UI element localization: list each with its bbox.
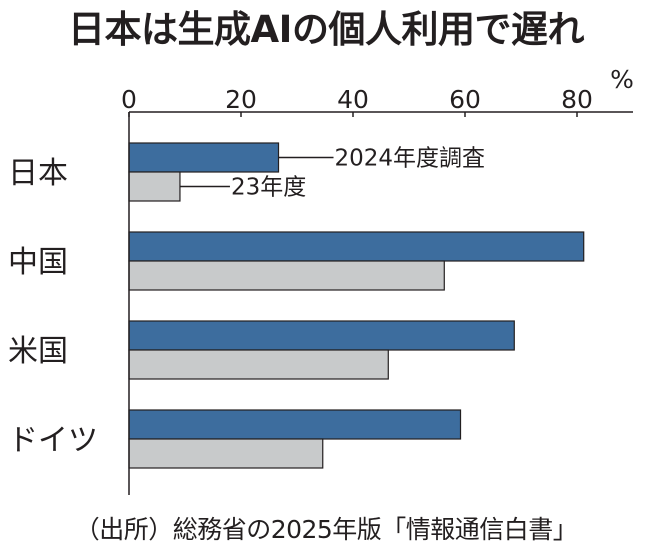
chart-title: 日本は生成AIの個人利用で遅れ xyxy=(68,8,584,51)
category-label: 日本 xyxy=(8,156,68,191)
unit-label: % xyxy=(610,65,634,94)
bar-23 xyxy=(128,260,445,291)
annotation-2024: 2024年度調査 xyxy=(335,146,486,172)
bar-23 xyxy=(128,349,389,380)
axes xyxy=(128,111,633,495)
x-tick-label: 0 xyxy=(121,85,137,114)
category-label: ドイツ xyxy=(8,423,98,458)
x-tick-label: 60 xyxy=(449,85,481,114)
category-label: 中国 xyxy=(8,245,68,280)
bar-2024 xyxy=(128,409,462,440)
x-tick-label: 80 xyxy=(561,85,593,114)
bar-23 xyxy=(128,438,324,469)
annotation-23: 23年度 xyxy=(231,175,306,201)
bar-2024 xyxy=(128,231,585,262)
x-tick-label: 20 xyxy=(225,85,257,114)
source-note: （出所）総務省の2025年版「情報通信白書」 xyxy=(74,515,578,544)
bar-2024 xyxy=(128,142,280,173)
x-tick-label: 40 xyxy=(337,85,369,114)
bar-2024 xyxy=(128,320,515,351)
bars xyxy=(128,142,585,469)
annotations: 2024年度調査 23年度 xyxy=(179,146,486,201)
x-axis-ticks: 0 20 40 60 80% xyxy=(121,65,634,117)
bar-23 xyxy=(128,171,181,202)
category-label: 米国 xyxy=(8,334,68,369)
